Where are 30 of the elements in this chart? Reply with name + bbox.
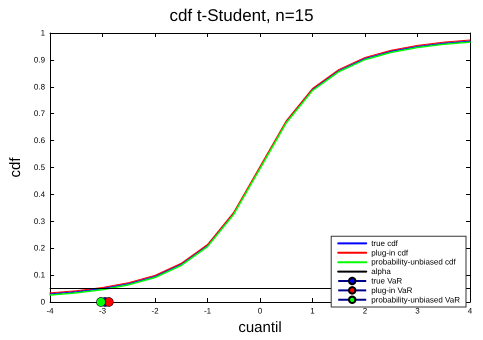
y-tick-label: 1: [40, 28, 46, 38]
x-axis-title: cuantil: [238, 319, 282, 336]
y-tick-label: 0.7: [34, 109, 46, 118]
legend-label: true VaR: [371, 276, 402, 286]
legend-label: probability-unbiased VaR: [371, 295, 460, 304]
y-tick-label: 0.8: [34, 82, 46, 92]
y-tick-label: 0.4: [34, 190, 46, 199]
x-tick-label: -1: [204, 306, 212, 316]
y-tick-label: 0: [40, 298, 46, 306]
legend-label: plug-in cdf: [371, 248, 409, 258]
legend-label: plug-in VaR: [371, 286, 413, 295]
y-tick-label: 0.6: [34, 136, 46, 146]
y-tick-label: 0.9: [34, 55, 46, 64]
y-tick-label: 0.2: [34, 244, 46, 253]
x-tick-label: 3: [415, 306, 420, 316]
chart-title: cdf t-Student, n=15: [169, 6, 314, 25]
x-tick-label: 0: [258, 306, 263, 316]
y-tick-label: 0.1: [34, 270, 46, 280]
legend-label: true cdf: [371, 238, 399, 248]
y-axis-title: cdf: [7, 156, 24, 178]
legend-label: probability-unbiased cdf: [371, 258, 456, 267]
x-tick-label: 1: [310, 306, 316, 316]
x-tick-label: -3: [98, 306, 107, 316]
x-tick-label: -2: [151, 306, 160, 316]
legend-label: alpha: [371, 267, 392, 276]
y-tick-label: 0.5: [34, 163, 46, 172]
x-tick-label: -4: [46, 306, 54, 316]
y-tick-label: 0.3: [34, 216, 46, 226]
x-tick-label: 2: [362, 306, 368, 316]
x-tick-label: 4: [468, 306, 473, 316]
